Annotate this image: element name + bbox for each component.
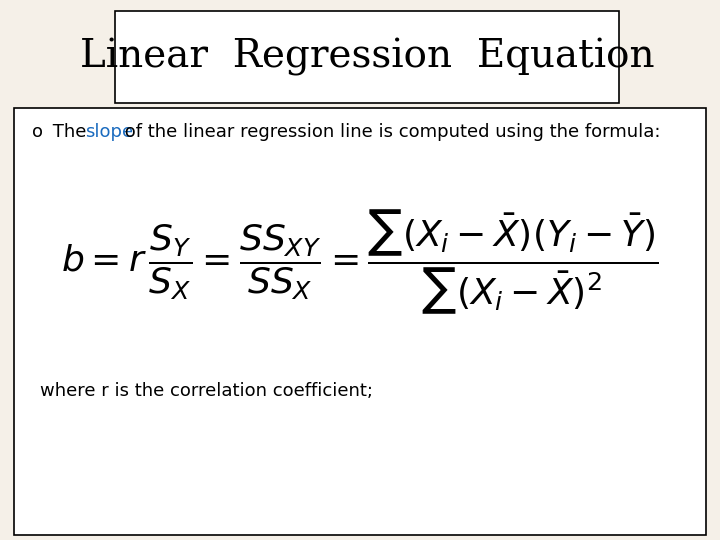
Text: where r is the correlation coefficient;: where r is the correlation coefficient; bbox=[40, 382, 373, 401]
Text: The: The bbox=[47, 123, 92, 141]
Text: Linear  Regression  Equation: Linear Regression Equation bbox=[80, 38, 654, 76]
Text: $b = r\,\dfrac{S_Y}{S_X} = \dfrac{SS_{XY}}{SS_X} = \dfrac{\sum(X_i - \bar{X})(Y_: $b = r\,\dfrac{S_Y}{S_X} = \dfrac{SS_{XY… bbox=[61, 207, 659, 316]
Text: of the linear regression line is computed using the formula:: of the linear regression line is compute… bbox=[119, 123, 660, 141]
FancyBboxPatch shape bbox=[14, 108, 706, 535]
Text: slope: slope bbox=[85, 123, 133, 141]
FancyBboxPatch shape bbox=[115, 11, 619, 103]
Text: o: o bbox=[32, 123, 43, 141]
